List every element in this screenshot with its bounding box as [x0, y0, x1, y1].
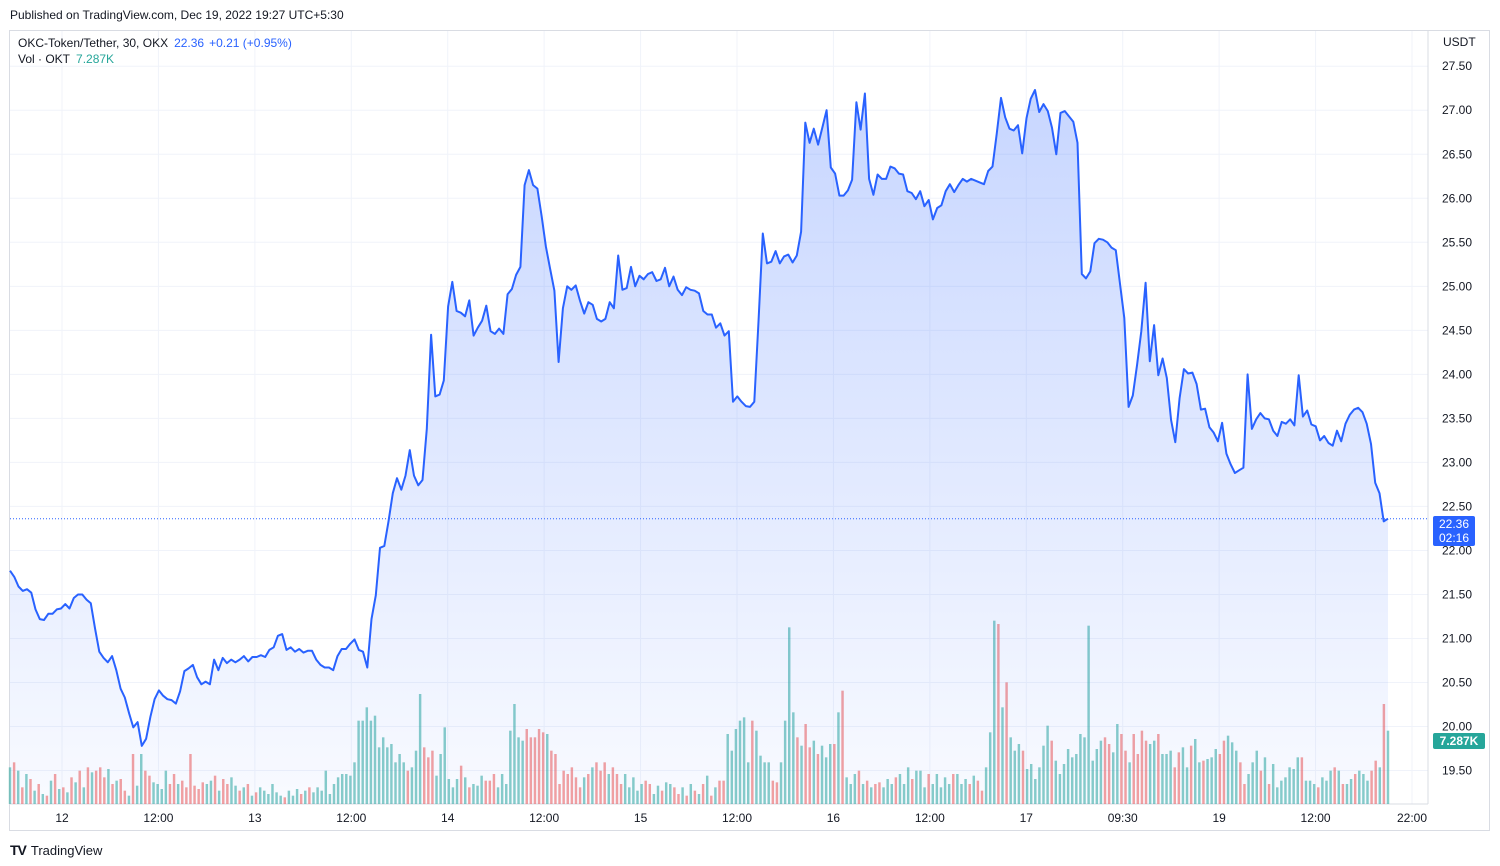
brand-label: TradingView — [30, 842, 103, 858]
time-axis: 12 12:00 13 12:00 14 12:00 15 12:00 16 12:00 17 09:… — [55, 811, 1427, 825]
footer-brand[interactable]: TV TradingView — [10, 842, 102, 858]
y-tick-label: 22.00 — [1442, 543, 1472, 557]
y-tick-label: 21.50 — [1442, 587, 1472, 601]
price-area-fill — [10, 90, 1388, 804]
y-tick-label: 25.50 — [1442, 235, 1472, 249]
tradingview-logo-icon: TV — [10, 842, 27, 858]
x-tick-label: 22:00 — [1397, 811, 1427, 825]
badge-countdown: 02:16 — [1438, 531, 1470, 545]
currency-label[interactable]: USDT — [1443, 35, 1476, 49]
volume-value: 7.287K — [76, 52, 115, 66]
x-tick-label: 13 — [248, 811, 262, 825]
x-tick-label: 12:00 — [336, 811, 366, 825]
y-tick-label: 25.00 — [1442, 279, 1472, 293]
y-tick-label: 24.50 — [1442, 323, 1472, 337]
y-tick-label: 20.00 — [1442, 720, 1472, 734]
x-tick-label: 15 — [634, 811, 648, 825]
y-tick-label: 20.50 — [1442, 676, 1472, 690]
published-line: Published on TradingView.com, Dec 19, 20… — [10, 8, 344, 22]
volume-badge: 7.287K — [1433, 733, 1485, 749]
y-tick-label: 24.00 — [1442, 367, 1472, 381]
x-tick-label: 12:00 — [722, 811, 752, 825]
y-tick-label: 23.50 — [1442, 411, 1472, 425]
x-tick-label: 17 — [1020, 811, 1034, 825]
y-tick-label: 19.50 — [1442, 764, 1472, 778]
x-tick-label: 12:00 — [1301, 811, 1331, 825]
price-line — [9, 89, 1389, 747]
symbol-label: OKC-Token/Tether, 30, OKX — [18, 36, 169, 50]
x-tick-label: 12:00 — [529, 811, 559, 825]
chart-legend: OKC-Token/Tether, 30, OKX 22.36 +0.21 (+0.… — [18, 35, 292, 67]
x-tick-label: 12:00 — [915, 811, 945, 825]
y-tick-label: 27.00 — [1442, 103, 1472, 117]
y-tick-label: 26.50 — [1442, 147, 1472, 161]
x-tick-label: 12 — [55, 811, 69, 825]
y-tick-label: 23.00 — [1442, 455, 1472, 469]
price-axis: 19.50 20.00 20.50 21.00 21.50 22.00 22.50 23.00… — [1442, 59, 1472, 777]
x-tick-label: 12:00 — [143, 811, 173, 825]
x-tick-label: 09:30 — [1108, 811, 1138, 825]
x-tick-label: 16 — [827, 811, 841, 825]
chart-frame[interactable] — [9, 30, 1490, 831]
y-tick-label: 21.00 — [1442, 631, 1472, 645]
last-price-badge: 22.36 02:16 — [1433, 516, 1475, 546]
y-tick-label: 26.00 — [1442, 191, 1472, 205]
y-tick-label: 22.50 — [1442, 499, 1472, 513]
last-price: 22.36 — [174, 36, 205, 50]
price-change: +0.21 (+0.95%) — [209, 36, 292, 50]
y-tick-label: 27.50 — [1442, 59, 1472, 73]
volume-label: Vol · OKT — [18, 52, 71, 66]
x-tick-label: 14 — [441, 811, 455, 825]
badge-price: 22.36 — [1438, 517, 1470, 531]
x-tick-label: 19 — [1212, 811, 1226, 825]
